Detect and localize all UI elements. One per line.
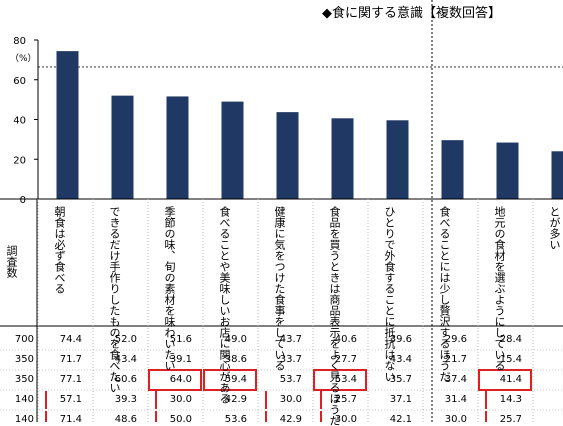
bar — [167, 96, 189, 199]
table-cell: 21.7 — [421, 354, 467, 365]
sample-size: 140 — [4, 414, 34, 425]
table-cell: 42.1 — [366, 414, 412, 425]
bar — [332, 118, 354, 199]
table-cell: 51.6 — [146, 334, 192, 345]
table-cell: 41.4 — [476, 374, 522, 385]
table-cell: 25.7 — [311, 394, 357, 405]
table-cell: 57.1 — [36, 394, 82, 405]
y-tick-label: 0 — [20, 195, 26, 206]
bar — [387, 120, 409, 199]
bar — [442, 140, 464, 199]
sample-size: 350 — [4, 374, 34, 385]
table-cell: 25.7 — [476, 414, 522, 425]
category-label: とが多い — [547, 206, 561, 326]
table-cell: 48.6 — [91, 414, 137, 425]
y-tick-label: 20 — [13, 155, 26, 166]
table-cell: 43.4 — [366, 354, 412, 365]
table-cell: 43.7 — [256, 334, 302, 345]
category-label: 食べることや美味しいお店に関心がある — [217, 206, 231, 326]
table-cell: 53.4 — [311, 374, 357, 385]
sample-size: 700 — [4, 334, 34, 345]
sample-size: 140 — [4, 394, 34, 405]
sample-size: 350 — [4, 354, 34, 365]
table-cell: 38.6 — [201, 354, 247, 365]
table-cell: 53.7 — [256, 374, 302, 385]
table-cell: 30.0 — [311, 414, 357, 425]
table-cell: 43.4 — [91, 354, 137, 365]
table-cell: 77.1 — [36, 374, 82, 385]
table-cell: 15.4 — [476, 354, 522, 365]
bar — [552, 151, 563, 199]
table-cell: 64.0 — [146, 374, 192, 385]
table-cell: 31.4 — [421, 394, 467, 405]
y-tick-label: 60 — [13, 76, 26, 87]
category-label: 地元の食材を選ぶようにしている — [492, 206, 506, 326]
y-tick-label: 80 — [13, 36, 26, 47]
bar — [222, 102, 244, 199]
bar — [277, 112, 299, 199]
table-cell: 30.0 — [421, 414, 467, 425]
table-cell: 39.1 — [146, 354, 192, 365]
table-cell: 42.9 — [201, 394, 247, 405]
table-cell: 29.6 — [421, 334, 467, 345]
category-label: 健康に気をつけた食事をしている — [272, 206, 286, 326]
table-cell: 33.7 — [256, 354, 302, 365]
table-cell: 37.4 — [421, 374, 467, 385]
bar — [112, 96, 134, 199]
table-cell: 35.7 — [366, 374, 412, 385]
row-header: 調査数 — [0, 245, 18, 278]
table-cell: 40.6 — [311, 334, 357, 345]
table-cell: 74.4 — [36, 334, 82, 345]
table-cell: 71.4 — [36, 414, 82, 425]
category-label: 朝食は必ず食べる — [52, 206, 66, 326]
y-axis-label: （%） — [10, 53, 37, 64]
category-label: 季節の味、旬の素材を味わいたい — [162, 206, 176, 326]
table-cell: 14.3 — [476, 394, 522, 405]
table-cell: 42.9 — [256, 414, 302, 425]
table-cell: 60.6 — [91, 374, 137, 385]
table-cell: 52.0 — [91, 334, 137, 345]
table-cell: 39.3 — [91, 394, 137, 405]
table-cell: 59.4 — [201, 374, 247, 385]
table-cell: 53.6 — [201, 414, 247, 425]
table-cell: 28.4 — [476, 334, 522, 345]
category-label: 食べることには少し贅沢するほうだ — [437, 206, 451, 326]
bar — [497, 143, 519, 199]
table-cell: 71.7 — [36, 354, 82, 365]
table-cell: 50.0 — [146, 414, 192, 425]
table-cell: 30.0 — [146, 394, 192, 405]
table-cell: 37.1 — [366, 394, 412, 405]
category-label: 食品を買うときは商品表示をよく見るほうだ — [327, 206, 341, 326]
category-label: できるだけ手作りしたものを食べたい — [107, 206, 121, 326]
table-cell: 30.0 — [256, 394, 302, 405]
bar — [57, 51, 79, 199]
y-tick-label: 40 — [13, 116, 26, 127]
category-label: ひとりで外食することに抵抗はない — [382, 206, 396, 326]
table-cell: 49.0 — [201, 334, 247, 345]
table-cell: 39.6 — [366, 334, 412, 345]
table-cell: 27.7 — [311, 354, 357, 365]
